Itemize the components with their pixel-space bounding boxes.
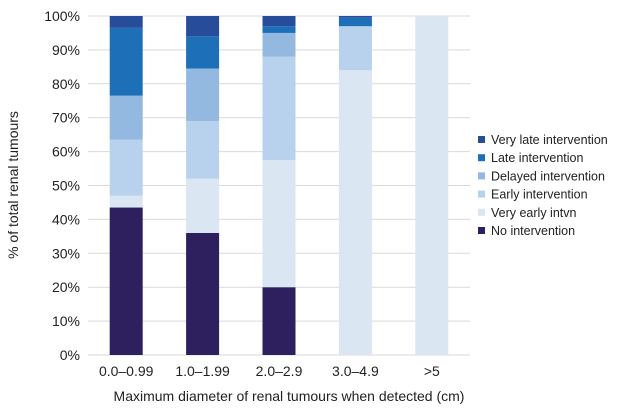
legend: Very late intervention Late intervention D… xyxy=(478,133,608,238)
bar-segment xyxy=(338,26,372,71)
legend-swatch xyxy=(478,208,485,216)
y-axis-title: % of total renal tumours xyxy=(5,111,21,259)
legend-label: Very early intvn xyxy=(491,206,577,220)
y-tick-label: 10% xyxy=(52,313,80,329)
bar-segment xyxy=(262,26,296,33)
bar-segment xyxy=(262,287,296,355)
y-tick-label: 70% xyxy=(52,110,80,126)
legend-swatch xyxy=(478,136,485,143)
bar-segment xyxy=(262,56,296,161)
bar-segment xyxy=(186,68,220,122)
legend-swatch xyxy=(478,154,485,162)
legend-swatch xyxy=(478,172,485,180)
bar-segment xyxy=(109,16,143,28)
y-tick-label: 40% xyxy=(52,211,80,227)
legend-swatch xyxy=(478,227,485,234)
bar-segment xyxy=(262,32,296,57)
legend-label: No intervention xyxy=(491,224,575,238)
bar-segment xyxy=(109,139,143,196)
legend-label: Very late intervention xyxy=(491,133,608,147)
legend-label: Delayed intervention xyxy=(491,169,605,183)
bar-segment xyxy=(262,16,296,27)
y-axis-ticks: 0% 10% 20% 30% 40% 50% 60% 70% 80% 90% 100% xyxy=(44,8,80,363)
y-tick-label: 60% xyxy=(52,144,80,160)
y-tick-label: 50% xyxy=(52,178,80,194)
y-tick-label: 0% xyxy=(60,347,80,363)
bar-segment xyxy=(338,17,372,27)
bar-segment xyxy=(338,16,372,18)
bar-segment xyxy=(186,178,220,233)
bar-segment xyxy=(186,36,220,69)
bar-segment xyxy=(109,195,143,208)
y-tick-label: 80% xyxy=(52,76,80,92)
x-axis-ticks: 0.0–0.99 1.0–1.99 2.0–2.9 3.0–4.9 >5 xyxy=(99,363,440,379)
x-tick-label: 2.0–2.9 xyxy=(256,363,303,379)
x-tick-label: 3.0–4.9 xyxy=(332,363,379,379)
bar-segment xyxy=(338,70,372,356)
bar-segment xyxy=(109,95,143,140)
x-axis-title: Maximum diameter of renal tumours when d… xyxy=(114,388,465,404)
bar-segment xyxy=(109,207,143,355)
bars xyxy=(109,16,449,356)
legend-swatch xyxy=(478,190,485,198)
legend-label: Early intervention xyxy=(491,188,588,202)
y-tick-label: 90% xyxy=(52,42,80,58)
bar-segment xyxy=(186,121,220,179)
bar-segment xyxy=(262,160,296,288)
bar-segment xyxy=(186,232,220,355)
bar-segment xyxy=(109,27,143,96)
legend-label: Late intervention xyxy=(491,151,583,165)
y-tick-label: 100% xyxy=(44,8,80,24)
x-tick-label: 1.0–1.99 xyxy=(175,363,230,379)
bar-segment xyxy=(186,16,220,37)
y-tick-label: 20% xyxy=(52,279,80,295)
x-tick-label: 0.0–0.99 xyxy=(99,363,154,379)
x-tick-label: >5 xyxy=(424,363,440,379)
bar-segment xyxy=(415,16,449,355)
y-tick-label: 30% xyxy=(52,245,80,261)
